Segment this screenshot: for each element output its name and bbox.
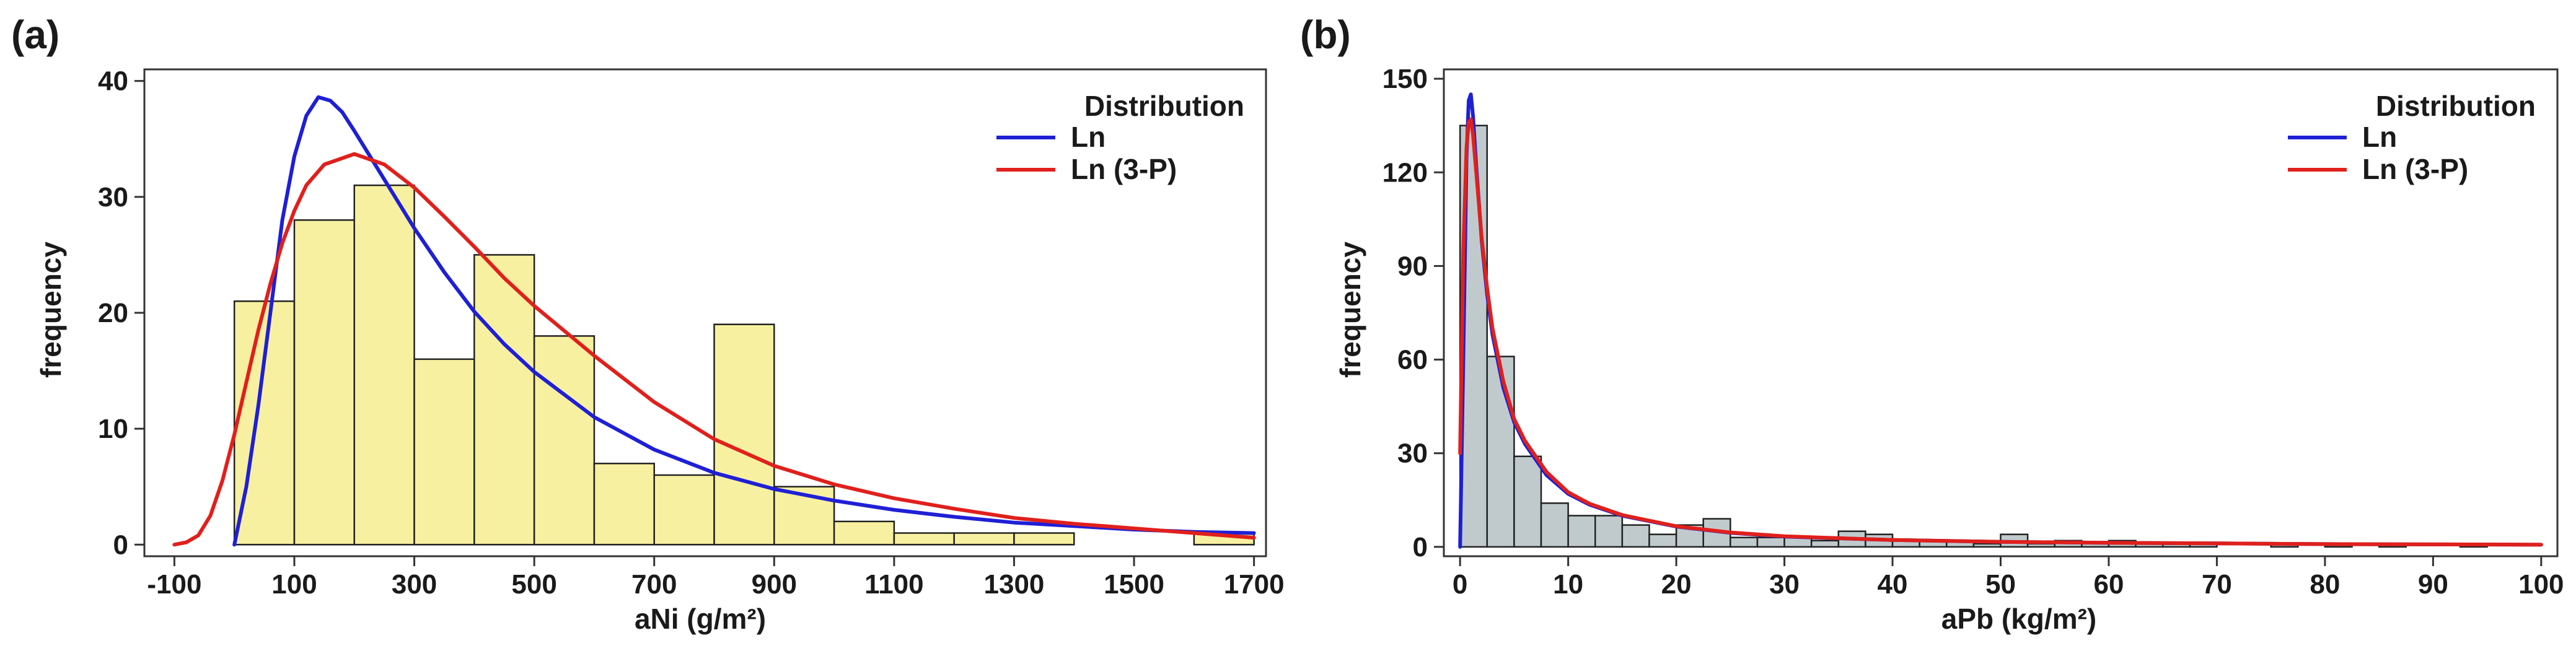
histogram-bar [1972,543,2002,548]
series-line-ln [232,95,1256,547]
histogram-bar [593,463,655,546]
histogram-bar [533,335,596,546]
histogram-bar [713,323,775,546]
legend-label-ln-3p: Ln (3-P) [1071,153,1177,185]
x-tick-label: 30 [1769,569,1800,600]
histogram-bar [1730,536,1759,548]
histogram-bar [1648,533,1677,548]
series-line-ln-3p [1458,117,2543,547]
y-tick-label: 10 [98,414,128,444]
plot-area-b: 0 10 20 30 40 50 60 70 80 90 100 0 30 60 90 120 150 Distr… [1383,64,2564,600]
histogram-bar [833,520,895,546]
y-axis-title-a: frequency [35,242,67,378]
y-tick-label: 20 [98,298,128,328]
x-tick-label: 50 [1985,569,2016,600]
x-axis-title-b: aPb (kg/m²) [1941,603,2096,635]
histogram-bar [1540,502,1569,548]
x-tick-label: 500 [511,569,556,600]
histogram-bar [293,219,356,546]
y-tick-label: 120 [1383,157,1428,188]
histogram-bar [1567,515,1596,548]
x-tick-label: 1500 [1104,569,1164,600]
histogram-bar [413,358,475,546]
legend-label-ln-3p: Ln (3-P) [2362,153,2468,185]
histogram-bar [1756,536,1785,548]
legend-title: Distribution [1084,90,1244,122]
x-tick-label: 20 [1661,569,1692,600]
x-tick-label: -100 [147,569,201,600]
x-tick-label: 100 [271,569,317,600]
histogram-bar [1513,455,1542,548]
x-tick-label: 80 [2310,569,2340,600]
x-tick-label: 700 [631,569,677,600]
x-tick-label: 1100 [864,569,923,600]
x-tick-label: 40 [1878,569,1908,600]
histogram-bar [2026,543,2055,548]
x-tick-label: 1700 [1224,569,1285,600]
panel-label-b: (b) [1300,12,1351,57]
panel-a: (a) -100 100 300 500 700 900 1100 1300 1500 1700 0… [11,12,1285,635]
y-tick-label: 0 [113,530,128,560]
x-axis-title-a: aNi (g/m²) [635,603,766,635]
legend-label-ln: Ln [1071,121,1106,153]
x-tick-label: 900 [752,569,797,600]
y-tick-label: 30 [98,182,128,212]
y-tick-label: 40 [98,66,128,97]
histogram-bar [1486,356,1515,548]
x-tick-label: 300 [392,569,437,600]
histogram-bar [1594,515,1624,548]
y-tick-label: 30 [1397,439,1428,469]
x-tick-label: 100 [2518,569,2564,600]
x-tick-label: 1300 [984,569,1045,600]
histogram-bar [1621,524,1650,548]
histogram-bar [1013,532,1075,546]
x-tick-label: 90 [2418,569,2448,600]
y-tick-label: 90 [1397,251,1428,281]
histogram-bar [653,474,715,546]
x-tick-label: 0 [1453,569,1467,600]
y-tick-label: 0 [1413,532,1428,562]
y-tick-label: 150 [1383,64,1428,94]
series-line-ln-3p [172,152,1256,547]
legend-label-ln: Ln [2362,121,2397,153]
histogram-bar [473,254,535,546]
y-tick-label: 60 [1397,345,1428,375]
histogram-bar [893,532,955,546]
legend-title: Distribution [2376,90,2536,122]
y-axis-title-b: frequency [1334,242,1366,378]
plot-area-a: -100 100 300 500 700 900 1100 1300 1500 1700 0 10 20… [98,66,1285,600]
x-tick-label: 10 [1553,569,1583,600]
histogram-bar [953,532,1015,546]
panel-label-a: (a) [11,12,59,57]
histogram-bar [1810,540,1840,548]
x-tick-label: 60 [2093,569,2124,600]
panel-b: (b) 0 10 20 30 40 50 60 70 80 90 100 0 30 60 90 120 150 D… [1300,12,2564,635]
histogram-bar [353,184,415,546]
x-tick-label: 70 [2202,569,2232,600]
